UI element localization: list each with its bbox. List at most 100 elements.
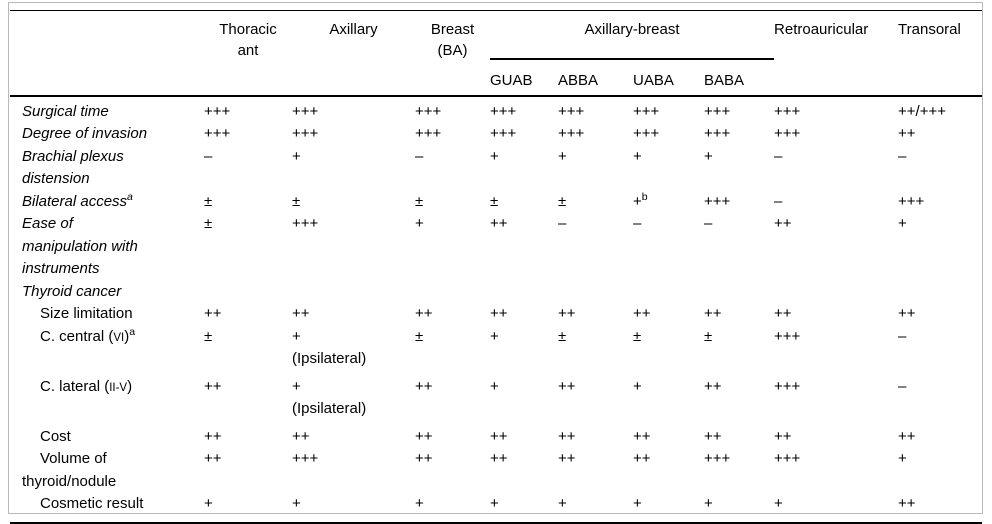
col-header-axillary: Axillary — [292, 11, 415, 96]
col-header-abba: ABBA — [558, 59, 633, 96]
row-label-text: Thyroid cancer — [22, 282, 122, 300]
value-text: +++ — [204, 125, 231, 142]
value-text: ± — [415, 192, 424, 210]
value-cell: ++ — [704, 376, 774, 426]
row-label: Ease of manipulation with instruments — [10, 213, 204, 281]
value-text: + — [204, 495, 213, 512]
value-cell — [704, 281, 774, 304]
value-text: + — [633, 377, 642, 395]
value-text: +++ — [704, 102, 731, 120]
value-cell: + — [204, 493, 292, 523]
value-text: ± — [558, 327, 567, 345]
row-label-text: Ease of manipulation with instruments — [22, 215, 138, 277]
value-cell: +++ — [415, 123, 490, 146]
value-cell: ++ — [490, 303, 558, 326]
value-cell: +b — [633, 191, 704, 214]
value-cell: ± — [558, 326, 633, 376]
row-label-text: Cosmetic result — [40, 495, 144, 512]
row-label: Cosmetic result — [10, 493, 204, 523]
row-label: Volume of thyroid/nodule — [10, 448, 204, 493]
value-text: – — [204, 147, 213, 165]
value-text: + — [415, 495, 424, 512]
footnote-marker: a — [127, 190, 133, 203]
table-body: Surgical time +++ +++ +++ +++ +++ +++ +++ +++ ++/… — [10, 96, 982, 523]
row-label-text: C. lateral ( — [40, 377, 110, 395]
value-cell: + — [490, 146, 558, 191]
row-label: Cost — [10, 426, 204, 449]
value-text: ++ — [898, 305, 916, 322]
value-cell: ++ — [204, 448, 292, 493]
value-text: ± — [415, 327, 424, 345]
value-cell: ++ — [558, 376, 633, 426]
table-row: Brachial plexus distension – + – + + + + – – — [10, 146, 982, 191]
value-cell: + — [415, 493, 490, 523]
value-cell: – — [704, 213, 774, 281]
value-cell: – — [633, 213, 704, 281]
roman-numeral: VI — [113, 331, 125, 344]
value-text: – — [898, 147, 907, 165]
row-label: Size limitation — [10, 303, 204, 326]
row-label-text: Volume of thyroid/nodule — [22, 450, 117, 490]
value-cell: ++ — [704, 303, 774, 326]
value-cell: +++ — [774, 376, 898, 426]
value-text: ++ — [204, 450, 222, 467]
value-text: + — [490, 147, 499, 165]
value-text: ++ — [292, 305, 310, 322]
value-text: ± — [292, 192, 301, 210]
table-row: Bilateral accessa ± ± ± ± ± +b +++ – +++ — [10, 191, 982, 214]
value-text: +++ — [704, 125, 731, 142]
value-cell — [898, 281, 982, 304]
value-cell: ++ — [898, 426, 982, 449]
value-cell: ++ — [774, 213, 898, 281]
value-text: ++ — [704, 305, 722, 322]
value-cell — [292, 281, 415, 304]
value-cell: ++ — [898, 303, 982, 326]
row-label-text: Size limitation — [40, 305, 133, 322]
col-header-label: Transoral — [898, 21, 961, 38]
value-text: ++ — [415, 305, 433, 322]
value-text: – — [415, 147, 424, 165]
value-cell: ++ — [558, 303, 633, 326]
value-cell: +++ — [490, 123, 558, 146]
value-text: +++ — [704, 450, 731, 467]
value-text: +++ — [704, 192, 731, 210]
table-row: C. central (VI)a ± + (Ipsilateral) ± + ± ± ± +++… — [10, 326, 982, 376]
value-cell: ++ — [204, 303, 292, 326]
value-cell: +++ — [558, 96, 633, 124]
value-cell — [633, 281, 704, 304]
value-text: +++ — [774, 125, 801, 142]
value-cell: +++ — [490, 96, 558, 124]
table-header: Thoracic ant Axillary Breast (BA) Axilla… — [10, 10, 983, 96]
value-text: ++ — [204, 305, 222, 322]
value-cell: – — [558, 213, 633, 281]
value-text: ++ — [292, 427, 310, 445]
value-cell: ± — [490, 191, 558, 214]
value-text: + — [704, 147, 713, 165]
value-text: ++ — [558, 377, 576, 395]
table-row: C. lateral (II-V) ++ + (Ipsilateral) ++ + ++ +… — [10, 376, 982, 426]
col-header-thoracic-ant: Thoracic ant — [204, 11, 292, 96]
value-cell: +++ — [774, 326, 898, 376]
value-text: ++ — [415, 450, 433, 467]
value-cell: +++ — [204, 96, 292, 124]
value-text: ± — [490, 192, 499, 210]
value-text: ++ — [898, 125, 916, 142]
col-header-baba: BABA — [704, 59, 774, 96]
value-text: +++ — [292, 125, 319, 142]
value-cell: ± — [633, 326, 704, 376]
value-cell — [415, 281, 490, 304]
corner-cell — [10, 11, 204, 96]
value-cell: ++ — [558, 448, 633, 493]
value-text: + — [292, 495, 301, 512]
value-text: + — [490, 377, 499, 395]
value-text: + — [633, 147, 642, 165]
value-cell: +++ — [774, 96, 898, 124]
value-cell: ++ — [415, 448, 490, 493]
col-header-label: GUAB — [490, 71, 533, 89]
value-text: + — [490, 327, 499, 345]
value-cell: ++ — [633, 426, 704, 449]
value-text: ++ — [558, 305, 576, 322]
value-cell: + — [558, 146, 633, 191]
table-row: Cost ++ ++ ++ ++ ++ ++ ++ ++ ++ — [10, 426, 982, 449]
value-text: +++ — [774, 450, 801, 467]
